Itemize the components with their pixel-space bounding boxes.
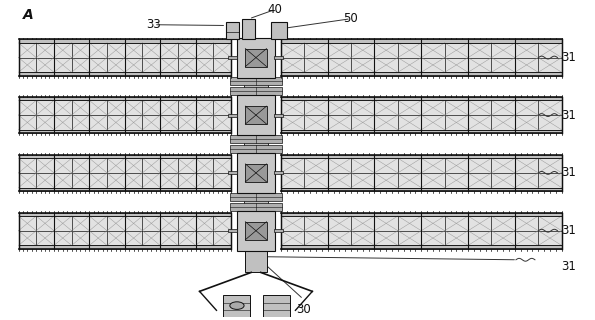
- Bar: [230, 193, 282, 201]
- Bar: [18, 245, 231, 249]
- Bar: [18, 97, 231, 133]
- Bar: [228, 56, 237, 59]
- Bar: [230, 145, 282, 153]
- Bar: [18, 39, 231, 43]
- Text: 31: 31: [561, 108, 576, 122]
- Bar: [281, 130, 562, 133]
- Text: 50: 50: [343, 12, 358, 25]
- Bar: [274, 56, 283, 59]
- Text: 33: 33: [146, 18, 161, 31]
- Text: 31: 31: [561, 224, 576, 237]
- Text: 30: 30: [296, 303, 311, 316]
- Bar: [281, 212, 562, 249]
- Bar: [281, 212, 562, 216]
- Bar: [245, 106, 267, 124]
- Bar: [244, 76, 268, 97]
- Bar: [281, 97, 562, 100]
- Bar: [242, 19, 255, 39]
- Bar: [263, 294, 290, 317]
- Bar: [18, 97, 231, 100]
- Bar: [245, 249, 267, 272]
- Bar: [228, 114, 237, 116]
- Bar: [245, 164, 267, 182]
- Text: A: A: [23, 8, 34, 22]
- Bar: [281, 155, 562, 158]
- Bar: [281, 188, 562, 191]
- Bar: [281, 155, 562, 191]
- Bar: [281, 97, 562, 133]
- Bar: [237, 37, 275, 77]
- Bar: [230, 87, 282, 95]
- Bar: [244, 191, 268, 212]
- Bar: [230, 203, 282, 211]
- Bar: [230, 77, 282, 85]
- Bar: [18, 212, 231, 216]
- Bar: [18, 130, 231, 133]
- Bar: [245, 49, 267, 67]
- Bar: [281, 39, 562, 76]
- Bar: [18, 155, 231, 158]
- Text: 31: 31: [561, 166, 576, 180]
- Bar: [226, 22, 239, 39]
- Bar: [228, 172, 237, 174]
- Text: 31: 31: [561, 51, 576, 64]
- Bar: [271, 22, 287, 39]
- Bar: [274, 172, 283, 174]
- Bar: [18, 188, 231, 191]
- Text: 40: 40: [268, 3, 283, 16]
- Bar: [18, 39, 231, 76]
- Bar: [244, 133, 268, 155]
- Bar: [18, 72, 231, 76]
- Bar: [230, 135, 282, 143]
- Circle shape: [230, 302, 244, 309]
- Bar: [281, 245, 562, 249]
- Bar: [228, 229, 237, 232]
- Bar: [245, 222, 267, 240]
- Bar: [274, 114, 283, 116]
- Bar: [237, 211, 275, 251]
- Bar: [18, 212, 231, 249]
- Bar: [18, 155, 231, 191]
- Bar: [237, 153, 275, 193]
- Bar: [274, 229, 283, 232]
- Bar: [281, 39, 562, 43]
- Bar: [281, 72, 562, 76]
- Text: 31: 31: [561, 260, 576, 273]
- Bar: [237, 95, 275, 135]
- Bar: [223, 294, 250, 317]
